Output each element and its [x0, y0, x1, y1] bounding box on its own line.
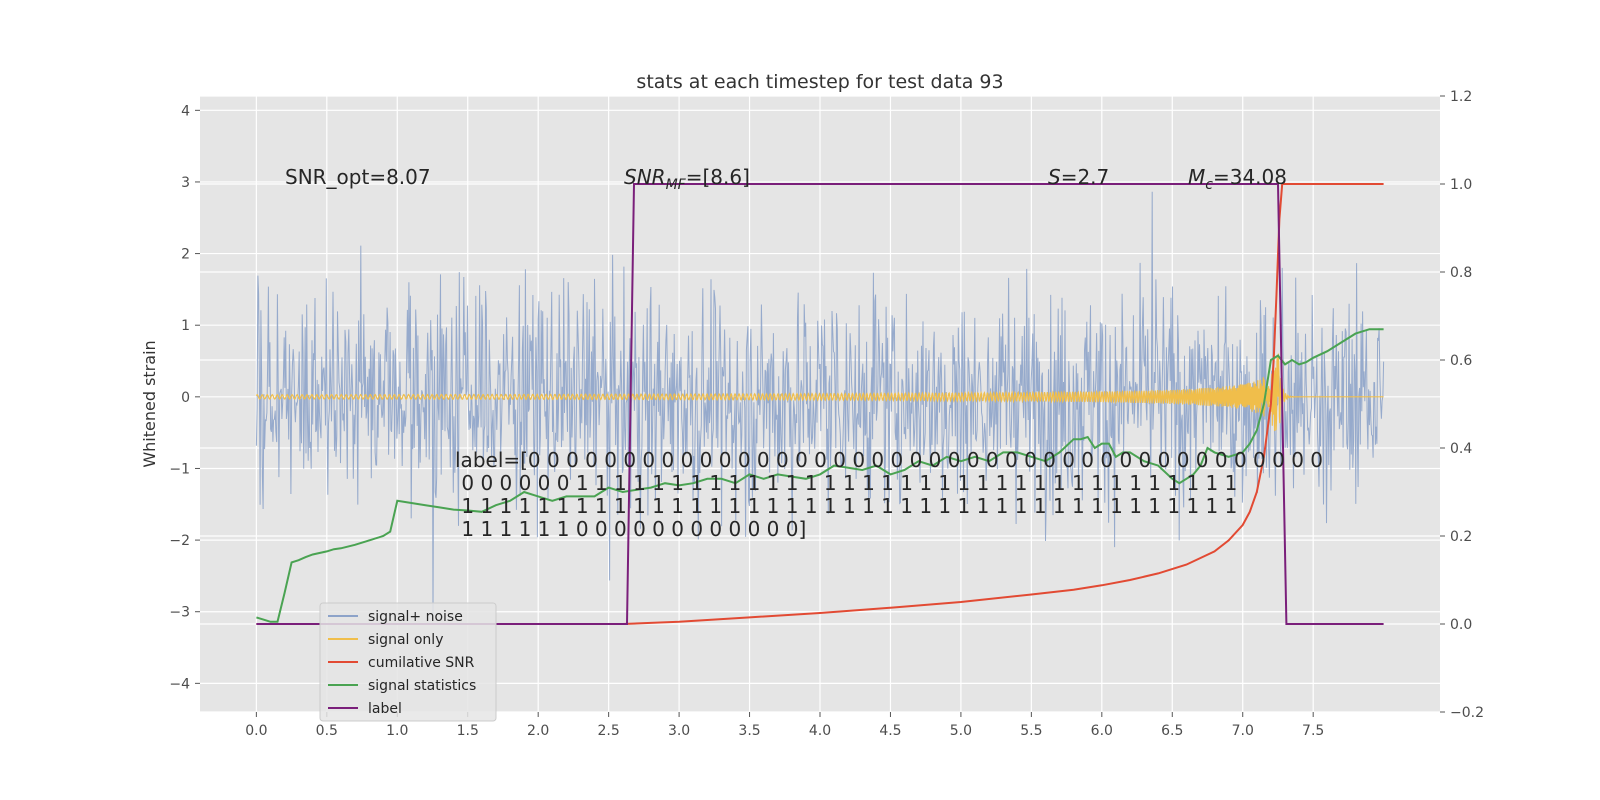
legend-item: label: [328, 701, 402, 717]
x-tick-label: 4.0: [809, 723, 831, 739]
y-tick-label: 0: [181, 390, 190, 406]
signal-statistics-line: [256, 328, 1384, 623]
legend-label: signal+ noise: [368, 609, 463, 625]
label-line-4: 1 1 1 1 1 1 0 0 0 0 0 0 0 0 0 0 0 0]: [455, 517, 806, 541]
y-tick-label: −2: [169, 533, 190, 549]
y-right-tick-label: 0.4: [1450, 441, 1472, 457]
y-right-tick-label: 1.2: [1450, 89, 1472, 105]
x-tick-label: 2.5: [598, 723, 620, 739]
y-right-tick-label: 0.8: [1450, 265, 1472, 281]
x-tick-label: 7.0: [1232, 723, 1254, 739]
label-line: [256, 183, 1384, 625]
snr-opt-annotation: SNR_opt=8.07: [285, 165, 431, 189]
x-tick-label: 1.5: [457, 723, 479, 739]
right-axis-series: [256, 183, 1384, 625]
legend-item: signal only: [328, 632, 443, 648]
x-tick-label: 4.5: [879, 723, 901, 739]
label-annotation: label=[0 0 0 0 0 0 0 0 0 0 0 0 0 0 0 0 0…: [455, 448, 1323, 541]
x-tick-label: 3.0: [668, 723, 690, 739]
s-annotation: S=2.7: [1048, 165, 1109, 189]
y-tick-label: 2: [181, 247, 190, 263]
legend-box: [319, 602, 497, 722]
signal-only-line: [255, 353, 1384, 432]
y-tick-label: 4: [181, 103, 190, 119]
legend-item: signal+ noise: [328, 609, 463, 625]
chart-title: stats at each timestep for test data 93: [636, 71, 1003, 93]
y-right-tick-label: 0.6: [1450, 353, 1472, 369]
label-line-2: 0 0 0 0 0 0 1 1 1 1 1 1 1 1 1 1 1 1 1 1 …: [455, 471, 1237, 495]
y-tick-label: 3: [181, 175, 190, 191]
y-right-tick-label: −0.2: [1450, 705, 1484, 721]
x-tick-label: 0.0: [245, 723, 267, 739]
mc-annotation: Mc=34.08: [1188, 165, 1287, 193]
legend-label: label: [368, 701, 402, 717]
legend-item: signal statistics: [328, 678, 476, 694]
legend-label: signal only: [368, 632, 443, 648]
y-tick-label: −1: [169, 461, 190, 477]
legend-label: signal statistics: [368, 678, 476, 694]
x-axis-ticks: 0.0 0.5 1.0 1.5 2.0 2.5 3.0 3.5 4.0 4.5 5.0 5.5 6.0 6…: [245, 712, 1324, 739]
x-tick-label: 1.0: [386, 723, 408, 739]
y-right-tick-label: 0.0: [1450, 617, 1472, 633]
y-tick-label: −4: [169, 676, 190, 692]
y-axis-ticks: −4 −3 −2 −1 0 1 2 3 4: [169, 103, 200, 692]
label-line-1: label=[0 0 0 0 0 0 0 0 0 0 0 0 0 0 0 0 0…: [455, 448, 1323, 472]
y-tick-label: −3: [169, 605, 190, 621]
cumulative-snr-line: [256, 183, 1384, 625]
x-tick-label: 5.5: [1020, 723, 1042, 739]
snr-mf-annotation: SNRMF=[8.6]: [624, 165, 750, 193]
y-right-axis-ticks: −0.2 0.0 0.2 0.4 0.6 0.8 1.0 1.2: [1440, 89, 1484, 721]
y-axis-label: Whitened strain: [140, 340, 159, 467]
legend: signal+ noise signal only cumilative SNR…: [319, 602, 497, 722]
x-tick-label: 6.5: [1161, 723, 1183, 739]
x-tick-label: 5.0: [950, 723, 972, 739]
x-tick-label: 7.5: [1302, 723, 1324, 739]
legend-item: cumilative SNR: [328, 655, 475, 671]
y-tick-label: 1: [181, 318, 190, 334]
x-tick-label: 2.0: [527, 723, 549, 739]
legend-label: cumilative SNR: [368, 655, 475, 671]
x-tick-label: 3.5: [738, 723, 760, 739]
y-right-tick-label: 0.2: [1450, 529, 1472, 545]
x-tick-label: 0.5: [316, 723, 338, 739]
x-tick-label: 6.0: [1091, 723, 1113, 739]
y-right-tick-label: 1.0: [1450, 177, 1472, 193]
label-line-3: 1 1 1 1 1 1 1 1 1 1 1 1 1 1 1 1 1 1 1 1 …: [455, 494, 1237, 518]
signal-only-series: [255, 353, 1384, 432]
